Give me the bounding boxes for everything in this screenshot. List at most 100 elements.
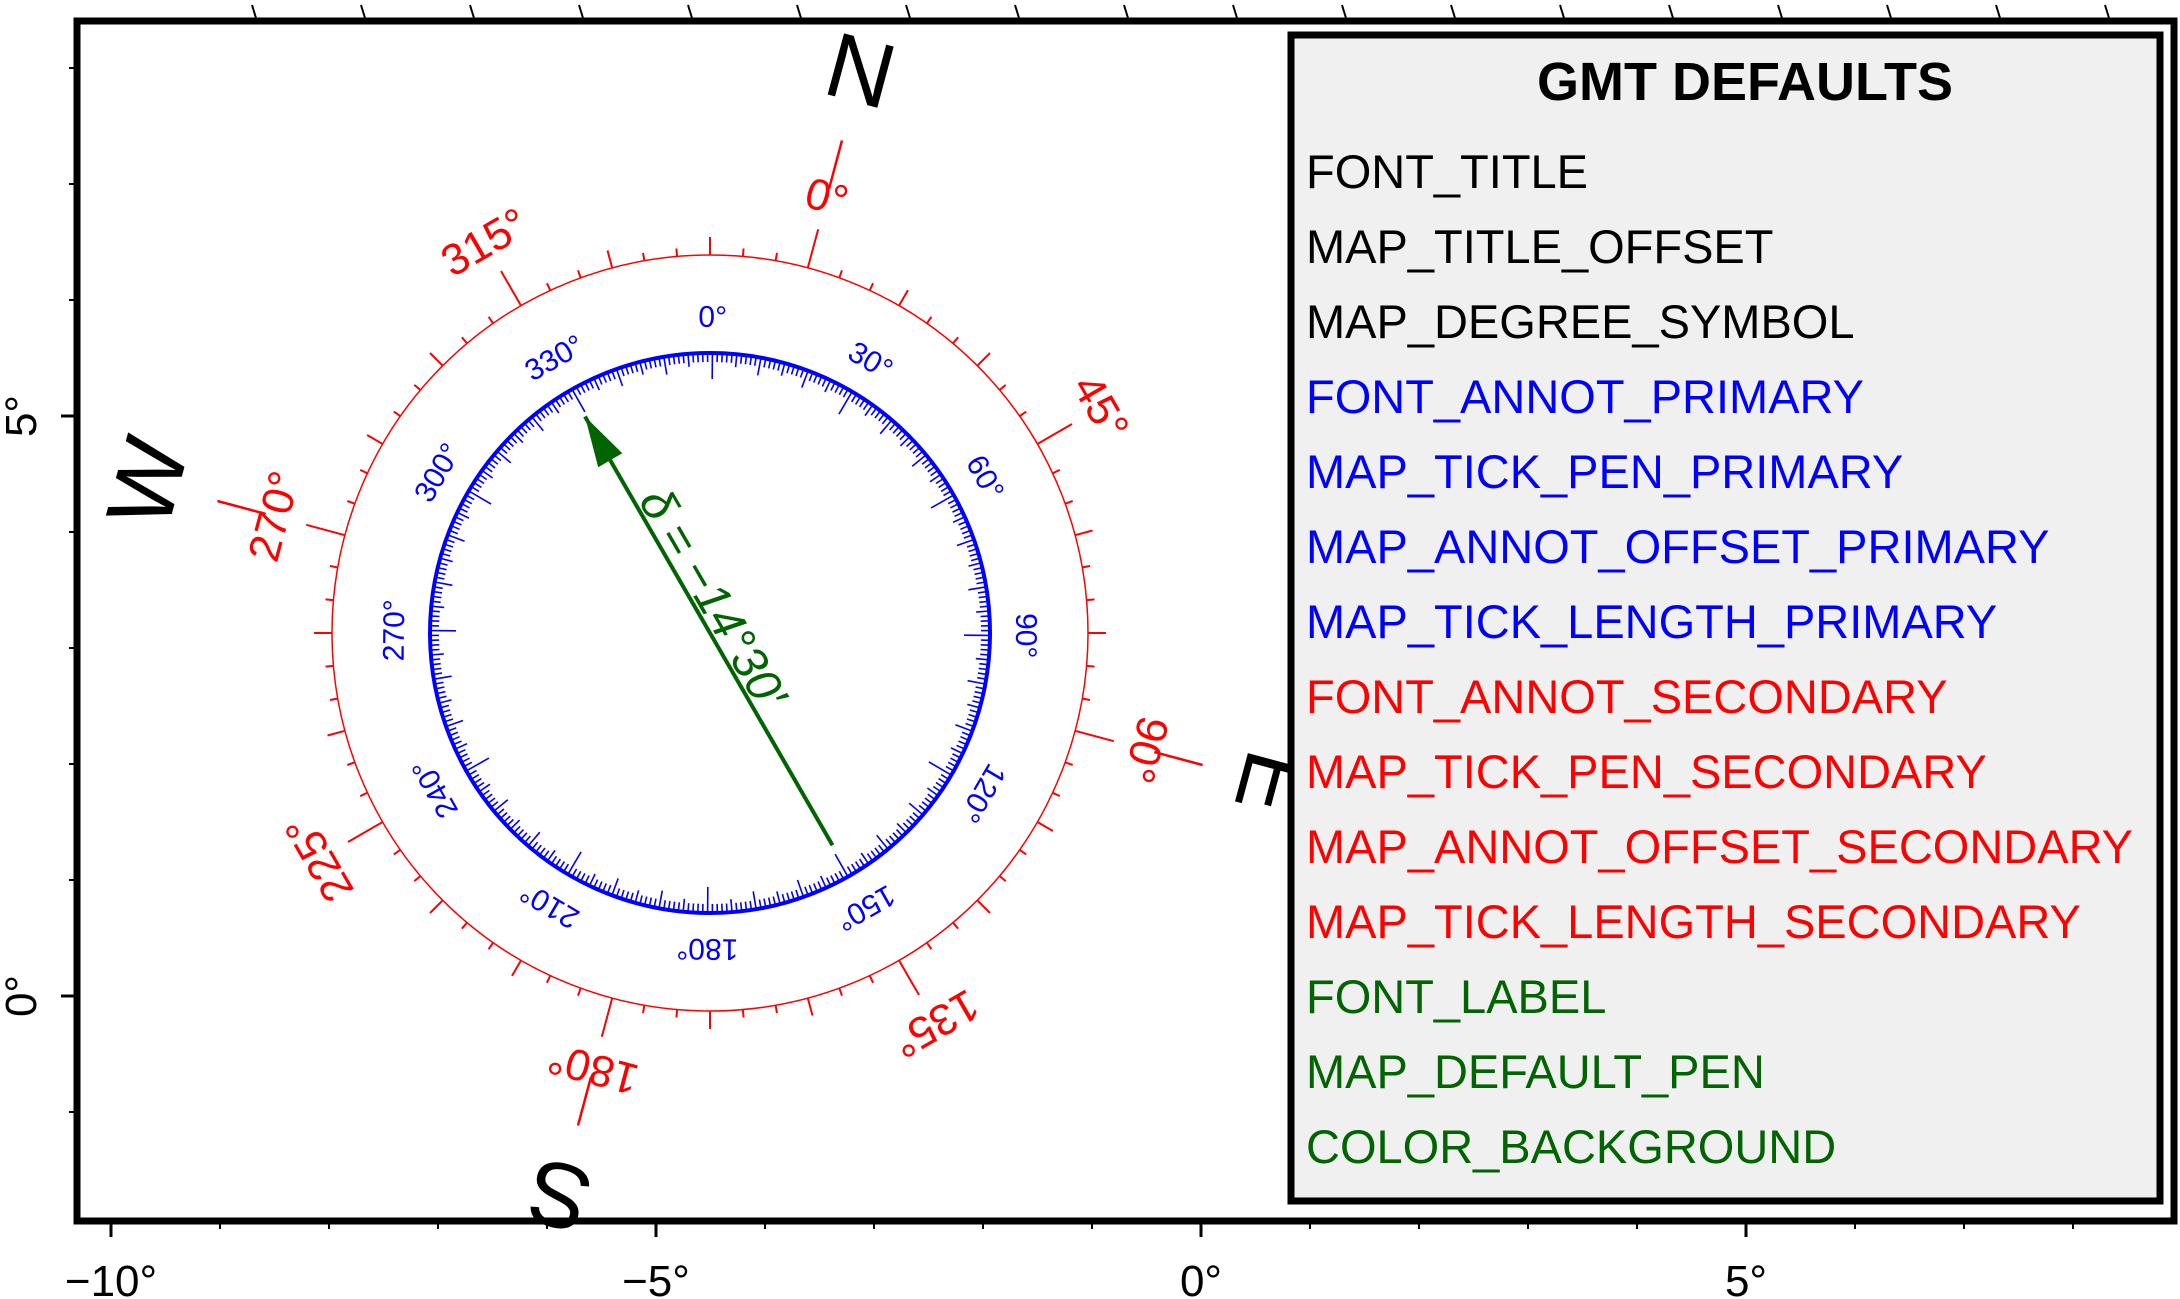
inner-tick bbox=[970, 557, 981, 562]
inner-tick bbox=[834, 873, 841, 882]
outer-tick bbox=[1052, 468, 1061, 475]
inner-tick bbox=[431, 662, 441, 666]
inner-tick bbox=[430, 648, 440, 651]
top-tick bbox=[1995, 4, 2001, 19]
inner-tick bbox=[490, 458, 499, 465]
inner-tick bbox=[866, 853, 874, 862]
inner-tick bbox=[658, 890, 664, 909]
outer-tick bbox=[741, 248, 745, 257]
legend-box bbox=[1287, 31, 2164, 1205]
inner-tick bbox=[786, 892, 791, 902]
inner-tick bbox=[902, 822, 911, 830]
inner-tick bbox=[968, 713, 978, 718]
inner-tick bbox=[881, 416, 889, 425]
inner-tick bbox=[940, 773, 950, 780]
outer-tick bbox=[642, 252, 646, 261]
inner-tick bbox=[597, 375, 603, 385]
legend-item: MAP_DEFAULT_PEN bbox=[1306, 1045, 1765, 1098]
inner-tick bbox=[924, 797, 933, 805]
inner-tick bbox=[433, 586, 443, 590]
inner-tick bbox=[450, 735, 460, 741]
inner-tick bbox=[449, 529, 459, 535]
outer-tick bbox=[413, 384, 422, 391]
inner-tick bbox=[961, 529, 971, 535]
inner-tick bbox=[954, 511, 964, 518]
inner-tick bbox=[929, 473, 942, 483]
inner-tick bbox=[974, 690, 984, 695]
outer-tick bbox=[774, 252, 778, 261]
inner-tick bbox=[958, 740, 968, 746]
inner-tick bbox=[593, 377, 601, 391]
inner-tick bbox=[629, 364, 634, 374]
inner-tick bbox=[639, 361, 644, 375]
inner-tick bbox=[979, 662, 989, 666]
inner-tick bbox=[744, 901, 748, 911]
outer-tick bbox=[774, 1005, 778, 1014]
inner-tick bbox=[763, 898, 767, 908]
inner-tick bbox=[513, 432, 524, 444]
inner-tick bbox=[611, 370, 616, 380]
inner-tick bbox=[739, 902, 743, 912]
inner-tick bbox=[468, 769, 477, 776]
outer-tick bbox=[1019, 410, 1027, 418]
outer-tick bbox=[1019, 848, 1027, 856]
inner-tick bbox=[938, 777, 947, 785]
inner-tick bbox=[834, 853, 849, 878]
outer-tick bbox=[346, 761, 356, 766]
inner-tick bbox=[830, 382, 836, 391]
inner-tick bbox=[790, 365, 795, 375]
west-tick bbox=[217, 499, 267, 516]
inner-label: 90° bbox=[1009, 613, 1042, 659]
outer-tick bbox=[329, 697, 338, 701]
inner-tick bbox=[777, 361, 781, 371]
inner-tick bbox=[767, 897, 772, 907]
inner-tick bbox=[648, 897, 653, 907]
inner-tick bbox=[819, 875, 827, 889]
inner-tick bbox=[735, 902, 738, 912]
inner-tick bbox=[858, 399, 866, 408]
inner-tick bbox=[874, 847, 882, 856]
inner-tick bbox=[950, 757, 959, 764]
top-tick bbox=[905, 4, 911, 19]
inner-tick bbox=[444, 718, 454, 723]
map-axes: −10° −5° 0° 5° 0° 5° bbox=[0, 4, 2110, 1299]
top-tick bbox=[251, 4, 257, 19]
outer-tick bbox=[347, 821, 384, 843]
outer-tick bbox=[898, 289, 909, 307]
outer-tick bbox=[359, 791, 368, 798]
inner-tick bbox=[433, 675, 452, 680]
north-tick bbox=[827, 140, 844, 190]
outer-tick bbox=[1036, 821, 1054, 832]
inner-tick bbox=[571, 388, 586, 413]
inner-tick bbox=[955, 724, 973, 732]
legend-item: FONT_ANNOT_PRIMARY bbox=[1306, 370, 1864, 423]
inner-tick bbox=[470, 773, 480, 780]
legend-item: MAP_TITLE_OFFSET bbox=[1306, 220, 1773, 273]
inner-tick bbox=[634, 362, 639, 373]
outer-tick bbox=[327, 729, 346, 737]
top-tick bbox=[1668, 4, 1674, 19]
inner-tick bbox=[461, 502, 470, 509]
inner-tick bbox=[439, 704, 450, 709]
inner-tick bbox=[821, 377, 827, 387]
inner-tick bbox=[824, 379, 832, 393]
outer-tick bbox=[868, 975, 875, 984]
outer-tick bbox=[545, 975, 552, 984]
inner-tick bbox=[445, 538, 455, 544]
inner-tick bbox=[434, 681, 444, 685]
inner-tick bbox=[484, 465, 493, 473]
inner-tick bbox=[977, 590, 988, 594]
legend-item: MAP_DEGREE_SYMBOL bbox=[1306, 295, 1855, 348]
south-tick bbox=[576, 1076, 593, 1126]
outer-tick bbox=[925, 316, 933, 324]
inner-tick bbox=[563, 863, 570, 873]
inner-tick bbox=[692, 353, 695, 363]
inner-tick bbox=[938, 481, 947, 489]
inner-tick bbox=[772, 896, 777, 906]
inner-tick bbox=[972, 700, 982, 704]
inner-tick bbox=[430, 653, 444, 656]
inner-tick bbox=[834, 384, 841, 393]
inner-tick bbox=[493, 799, 509, 812]
top-tick bbox=[687, 4, 693, 19]
inner-tick bbox=[927, 465, 936, 473]
